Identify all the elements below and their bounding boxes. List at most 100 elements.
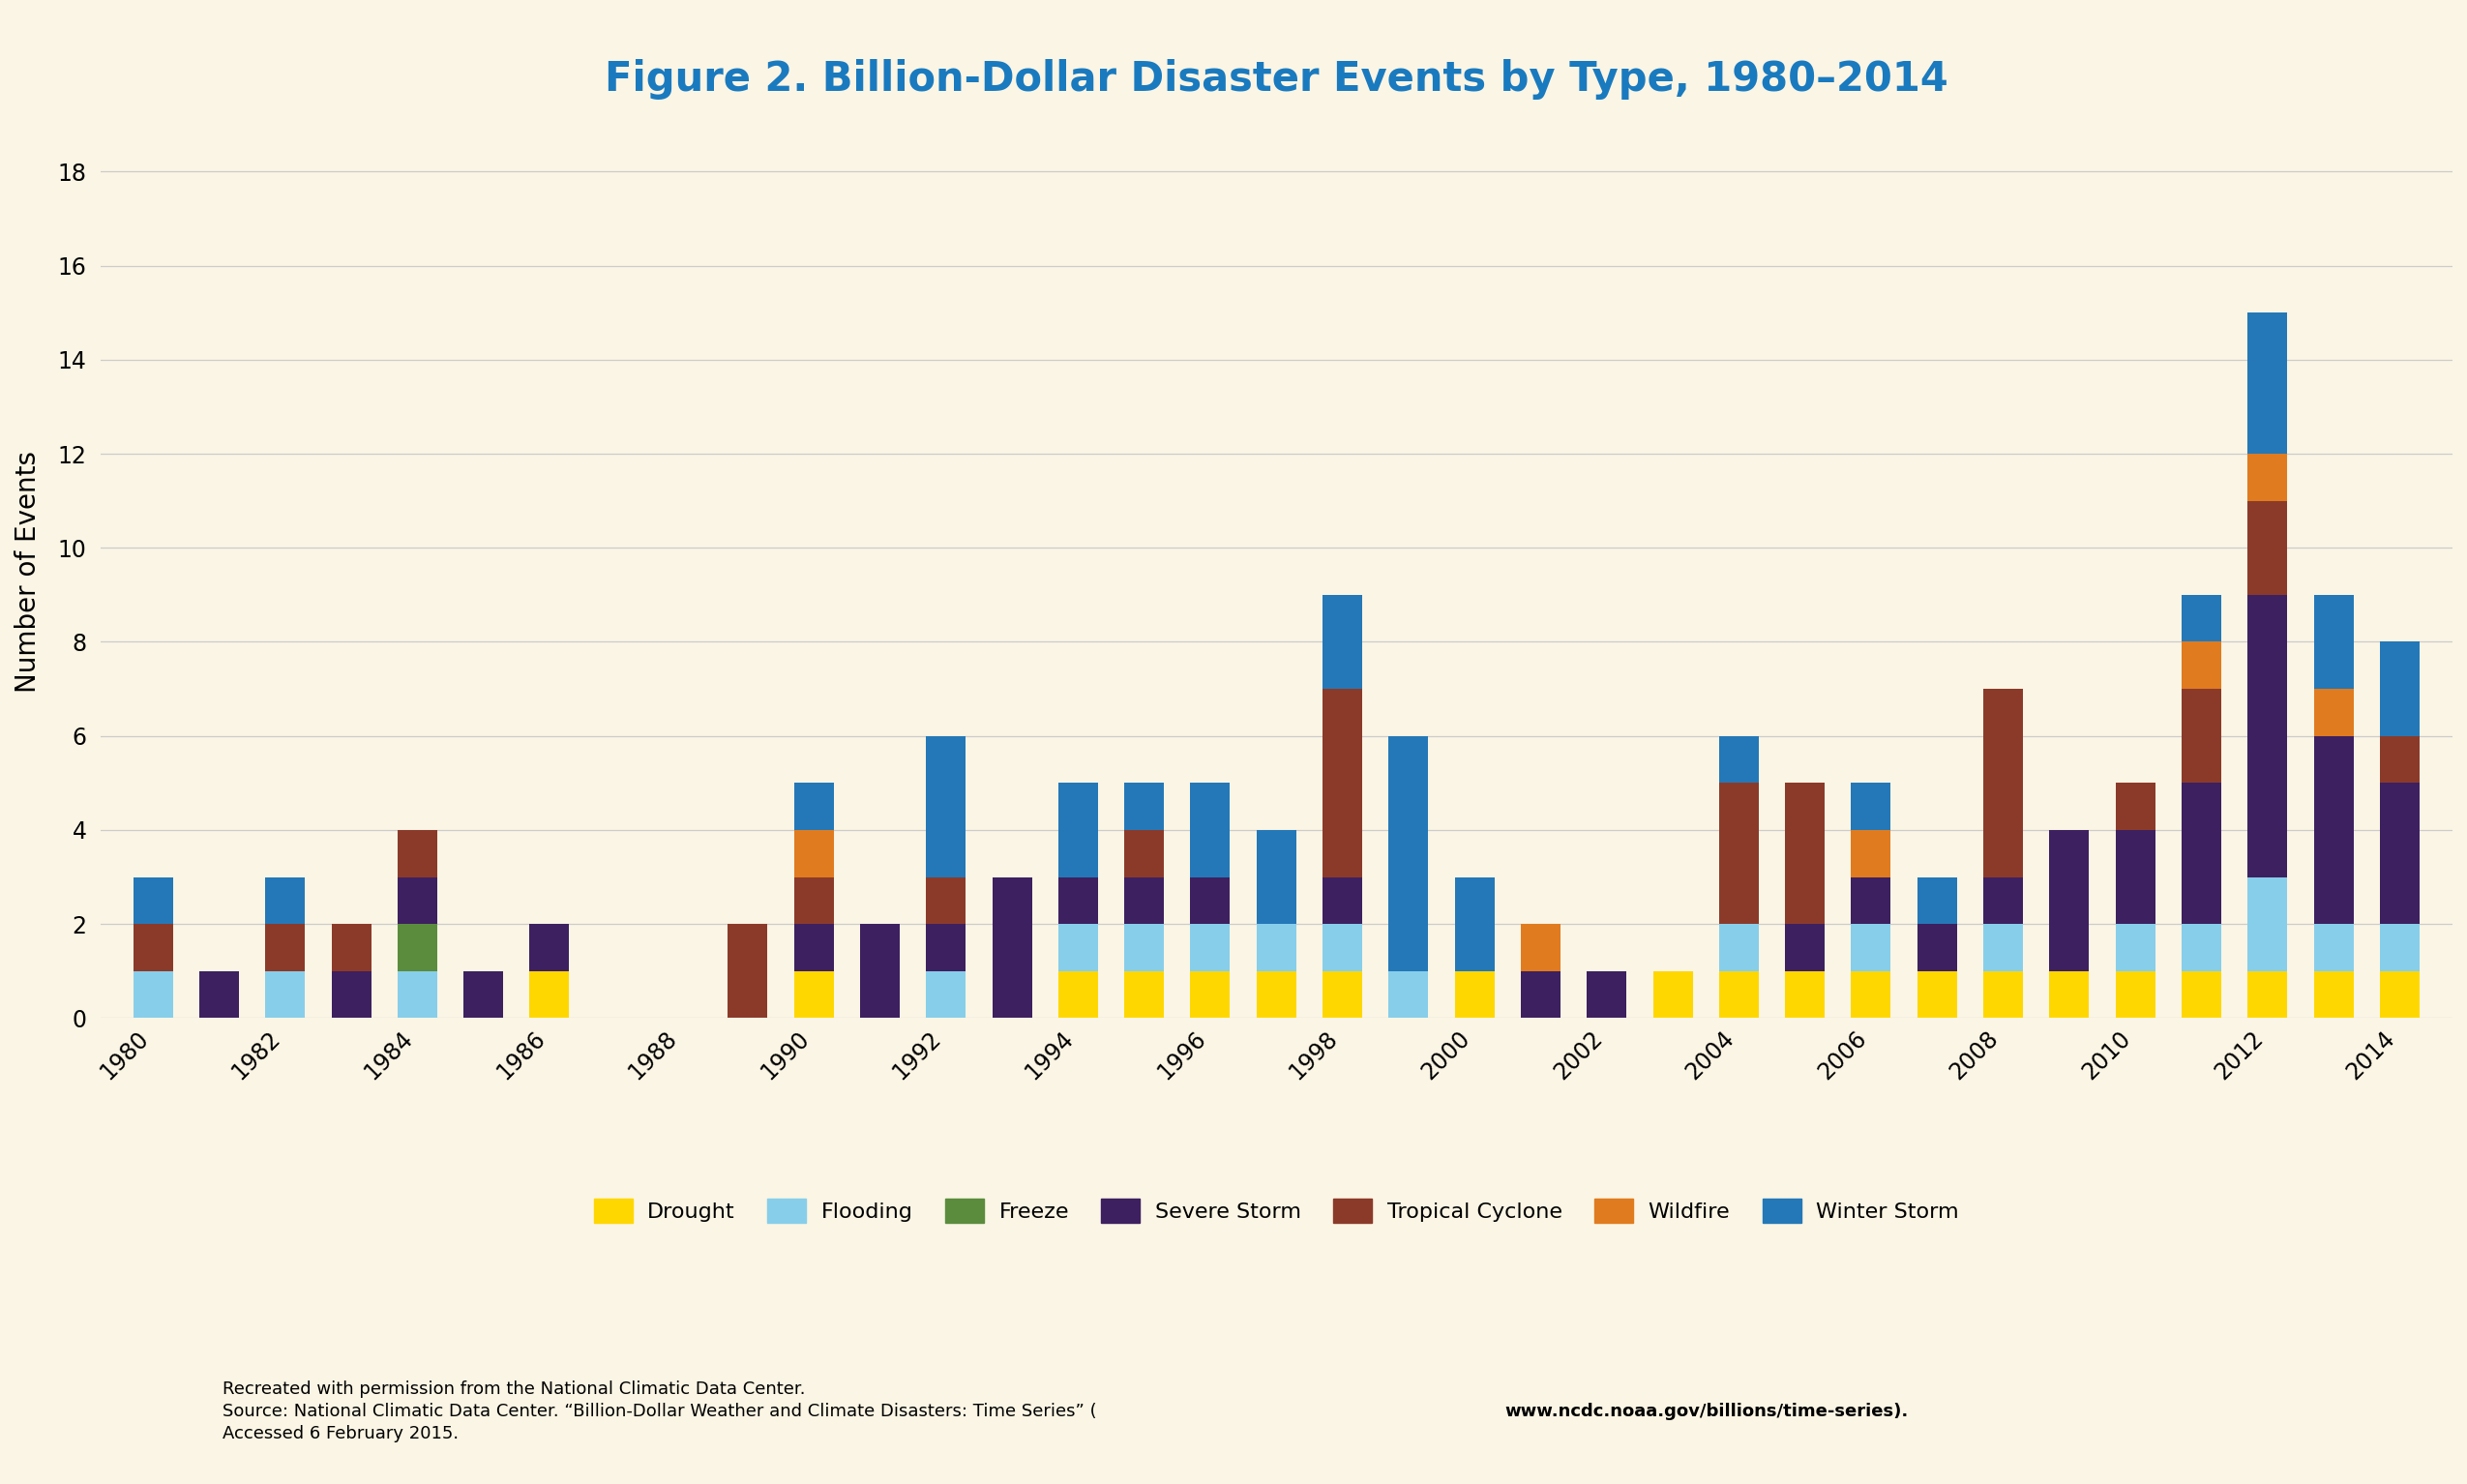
Bar bbox=[1917, 971, 1956, 1018]
Bar bbox=[1192, 971, 1231, 1018]
Bar bbox=[1058, 925, 1098, 971]
Bar bbox=[133, 877, 173, 925]
Bar bbox=[1653, 971, 1692, 1018]
Bar bbox=[2247, 500, 2287, 595]
Bar bbox=[992, 877, 1031, 1018]
Bar bbox=[1850, 877, 1890, 925]
Bar bbox=[1456, 877, 1495, 971]
Title: Figure 2. Billion-Dollar Disaster Events by Type, 1980–2014: Figure 2. Billion-Dollar Disaster Events… bbox=[604, 59, 1949, 99]
Bar bbox=[2117, 971, 2156, 1018]
Bar bbox=[2381, 736, 2420, 784]
Bar bbox=[2314, 595, 2354, 689]
Bar bbox=[1125, 830, 1164, 877]
Bar bbox=[133, 925, 173, 971]
Bar bbox=[1983, 689, 2023, 877]
Bar bbox=[200, 971, 239, 1018]
Bar bbox=[2181, 784, 2220, 925]
Bar bbox=[1850, 830, 1890, 877]
Bar bbox=[925, 736, 965, 877]
Bar bbox=[925, 971, 965, 1018]
Bar bbox=[2247, 313, 2287, 454]
Bar bbox=[2181, 925, 2220, 971]
Bar bbox=[397, 877, 437, 925]
Bar bbox=[1256, 925, 1295, 971]
Bar bbox=[1192, 925, 1231, 971]
Bar bbox=[794, 784, 834, 830]
Bar bbox=[1786, 925, 1826, 971]
Bar bbox=[1719, 736, 1759, 784]
Bar bbox=[397, 971, 437, 1018]
Bar bbox=[1786, 971, 1826, 1018]
Bar bbox=[133, 971, 173, 1018]
Bar bbox=[1058, 784, 1098, 877]
Bar bbox=[1125, 784, 1164, 830]
Bar bbox=[464, 971, 503, 1018]
Bar bbox=[530, 925, 570, 971]
Bar bbox=[1322, 971, 1362, 1018]
Bar bbox=[530, 971, 570, 1018]
Bar bbox=[861, 925, 900, 1018]
Bar bbox=[2181, 971, 2220, 1018]
Bar bbox=[1192, 877, 1231, 925]
Bar bbox=[1850, 925, 1890, 971]
Bar bbox=[266, 971, 306, 1018]
Bar bbox=[266, 925, 306, 971]
Bar bbox=[2314, 971, 2354, 1018]
Bar bbox=[1125, 877, 1164, 925]
Bar bbox=[2117, 784, 2156, 830]
Bar bbox=[2117, 830, 2156, 925]
Bar bbox=[1389, 971, 1428, 1018]
Bar bbox=[1520, 925, 1562, 971]
Bar bbox=[2050, 971, 2090, 1018]
Bar bbox=[1058, 971, 1098, 1018]
Bar bbox=[2181, 595, 2220, 643]
Bar bbox=[1586, 971, 1626, 1018]
Y-axis label: Number of Events: Number of Events bbox=[15, 451, 42, 692]
Bar bbox=[1719, 784, 1759, 925]
Bar bbox=[1322, 595, 1362, 689]
Bar bbox=[397, 925, 437, 971]
Bar bbox=[925, 925, 965, 971]
Text: Recreated with permission from the National Climatic Data Center.: Recreated with permission from the Natio… bbox=[222, 1380, 804, 1398]
Bar bbox=[2381, 925, 2420, 971]
Bar bbox=[1719, 971, 1759, 1018]
Bar bbox=[1322, 689, 1362, 877]
Bar bbox=[925, 877, 965, 925]
Bar bbox=[1125, 971, 1164, 1018]
Bar bbox=[1983, 971, 2023, 1018]
Bar bbox=[1322, 925, 1362, 971]
Bar bbox=[794, 877, 834, 925]
Text: Accessed 6 February 2015.: Accessed 6 February 2015. bbox=[222, 1425, 459, 1442]
Bar bbox=[2247, 877, 2287, 971]
Bar bbox=[1983, 877, 2023, 925]
Bar bbox=[2050, 830, 2090, 971]
Bar bbox=[1917, 925, 1956, 971]
Bar bbox=[2314, 736, 2354, 925]
Bar bbox=[1192, 784, 1231, 877]
Bar bbox=[1058, 877, 1098, 925]
Bar bbox=[1719, 925, 1759, 971]
Text: Source: National Climatic Data Center. “Billion-Dollar Weather and Climate Disas: Source: National Climatic Data Center. “… bbox=[222, 1402, 1095, 1420]
Bar bbox=[794, 830, 834, 877]
Bar bbox=[2381, 784, 2420, 925]
Bar bbox=[2381, 643, 2420, 736]
Bar bbox=[2314, 689, 2354, 736]
Bar bbox=[1850, 784, 1890, 830]
Bar bbox=[331, 971, 370, 1018]
Bar bbox=[2381, 971, 2420, 1018]
Bar bbox=[1520, 971, 1562, 1018]
Bar bbox=[1983, 925, 2023, 971]
Bar bbox=[2117, 925, 2156, 971]
Bar bbox=[1850, 971, 1890, 1018]
Bar bbox=[1786, 784, 1826, 925]
Bar bbox=[794, 971, 834, 1018]
Bar bbox=[1322, 877, 1362, 925]
Bar bbox=[1256, 971, 1295, 1018]
Bar bbox=[728, 925, 767, 1018]
Bar bbox=[397, 830, 437, 877]
Bar bbox=[1256, 830, 1295, 925]
Bar bbox=[2181, 689, 2220, 784]
Bar bbox=[266, 877, 306, 925]
Bar bbox=[1125, 925, 1164, 971]
Bar bbox=[2247, 971, 2287, 1018]
